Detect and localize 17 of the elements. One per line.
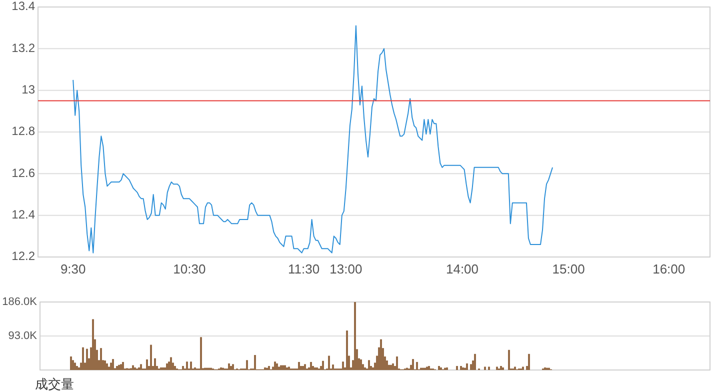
y-tick-label: 13: [22, 82, 36, 97]
y-tick-label: 13.4: [12, 0, 36, 14]
x-tick-label: 14:00: [446, 261, 479, 276]
y-tick-label: 13.2: [12, 40, 36, 55]
text: 成交量: [35, 376, 74, 392]
x-tick-label: 16:00: [652, 261, 686, 276]
y-tick-label: 12.8: [12, 124, 36, 138]
x-tick-label: 9:30: [60, 261, 86, 276]
x-tick-label: 11:30: [288, 261, 320, 276]
y-tick-label: 186.0K: [2, 296, 38, 308]
x-tick-label: 10:30: [173, 261, 206, 276]
y-tick-label: 93.0K: [8, 330, 38, 342]
x-tick-label: 13:00: [330, 261, 362, 276]
y-tick-label: 12.4: [12, 208, 36, 222]
y-tick-label: 12.2: [12, 249, 36, 264]
y-tick-label: 12.6: [12, 166, 36, 180]
x-tick-label: 15:00: [552, 261, 585, 276]
